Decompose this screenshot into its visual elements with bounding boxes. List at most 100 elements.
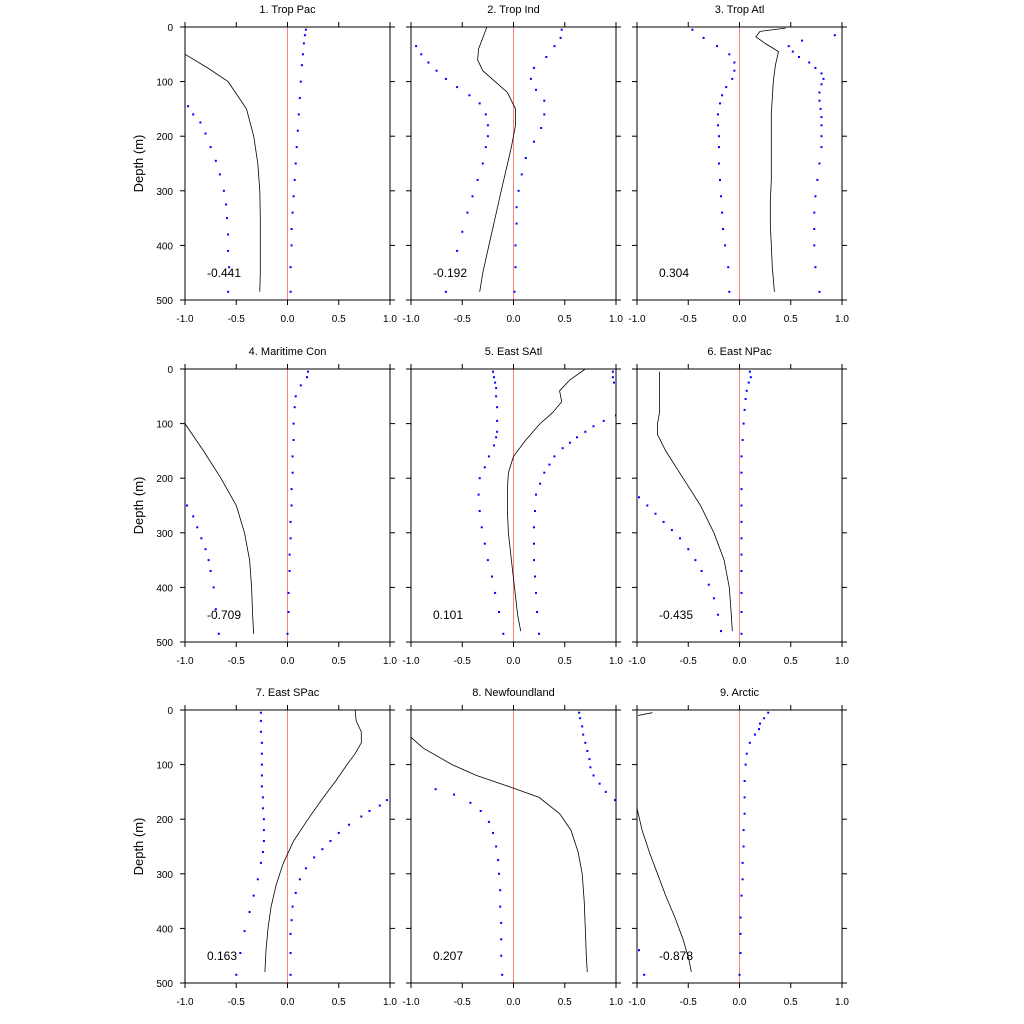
chart-5-dot-s2-4 [495, 387, 498, 390]
chart-4-xtick-label-0: -1.0 [176, 656, 194, 667]
chart-1-ytick-label-3: 300 [156, 187, 173, 198]
chart-7-dot-s2-15 [259, 861, 262, 864]
chart-6-dot-s2-7 [687, 548, 690, 551]
chart-7-dot-s2-5 [260, 752, 263, 755]
chart-3-dot-s4-2 [702, 36, 705, 39]
chart-8-xtick-label-4: 1.0 [609, 997, 623, 1008]
chart-3-line-1 [755, 27, 786, 292]
chart-6-dot-s3-18 [740, 611, 743, 613]
chart-3-dot-s3-6 [820, 135, 823, 138]
chart-2-dot-s2-12 [484, 146, 487, 149]
chart-5-dot-s3-8 [576, 436, 578, 439]
chart-5-dot-s3-17 [533, 526, 535, 529]
chart-3-dot-s3-15 [818, 290, 821, 293]
chart-8-dot-s3-10 [598, 782, 601, 785]
chart-7-dot-s2-4 [260, 741, 263, 744]
chart-5-dot-s3-2 [611, 376, 614, 379]
chart-4-dot-s3-9 [291, 471, 294, 474]
chart-3-panel: 3. Trop Atl -1.0 -0.5 0.0 0.5 1.0 0.304 [628, 4, 849, 325]
chart-6-line-1 [657, 371, 733, 632]
chart-6-dot-s3-12 [740, 504, 743, 507]
chart-8-dot-s2-10 [499, 889, 502, 892]
chart-5-dot-s2-21 [498, 611, 501, 613]
chart-2-dot-s2-15 [471, 195, 474, 198]
chart-9-xtick-label-2: 0.0 [733, 997, 747, 1008]
chart-7-dot-s3-10 [304, 867, 307, 870]
chart-2-dot-s2-14 [476, 178, 479, 181]
chart-9-line-2 [637, 808, 692, 973]
chart-1-dot-s3-3 [302, 42, 305, 45]
chart-8-dot-s2-7 [495, 845, 498, 848]
chart-7-dot-s2-9 [261, 796, 264, 799]
chart-7-dot-s3-13 [291, 905, 294, 908]
chart-9-dot-s4-10 [743, 796, 746, 799]
chart-1-ytick-label-2: 200 [156, 132, 173, 143]
chart-1-ytick-label-5: 500 [156, 296, 173, 307]
chart-9-dot-s4-18 [739, 932, 742, 935]
chart-5-dot-s3-22 [536, 611, 539, 613]
chart-8-dot-s2-5 [487, 820, 490, 823]
chart-4-dot-s3-11 [290, 504, 293, 507]
chart-8-dot-s3-7 [588, 758, 591, 761]
chart-9-title: 9. Arctic [720, 687, 760, 699]
chart-3-dot-s4-4 [728, 53, 731, 56]
chart-1-dot-s3-10 [295, 146, 298, 149]
chart-7-dot-s2-10 [261, 807, 264, 810]
chart-5-xtick-label-3: 0.5 [558, 656, 572, 667]
chart-3-dot-s2-5 [798, 56, 800, 58]
chart-2-dot-s3-3 [553, 45, 556, 48]
chart-3-dot-s3-12 [813, 228, 816, 230]
chart-2-xtick-label-3: 0.5 [558, 314, 572, 325]
chart-3-dot-s2-10 [820, 83, 823, 86]
chart-6-xtick-label-3: 0.5 [784, 656, 798, 667]
chart-2-dot-s2-11 [486, 135, 489, 138]
chart-9-dot-s4-1 [767, 711, 770, 714]
chart-5-dot-s2-9 [495, 436, 498, 439]
chart-6-dot-s3-11 [740, 488, 743, 491]
chart-8-series-group [411, 711, 616, 976]
chart-6-dot-s3-5 [744, 398, 747, 400]
chart-7-dot-s3-4 [360, 815, 363, 818]
chart-2-dot-s2-16 [466, 211, 469, 214]
chart-8-dot-s2-8 [497, 859, 500, 862]
chart-4-dot-s3-10 [290, 488, 293, 491]
chart-4-ytick-label-2: 200 [156, 474, 173, 485]
chart-5-dot-s3-12 [548, 463, 551, 466]
chart-2-dot-s3-17 [514, 244, 517, 247]
chart-4-dot-s2-7 [209, 570, 212, 572]
chart-4-xtick-label-1: -0.5 [228, 656, 246, 667]
chart-7-dot-s3-14 [290, 919, 293, 922]
chart-5-dot-s2-1 [492, 370, 494, 373]
chart-6-dot-s3-8 [741, 439, 744, 441]
chart-1-dot-s3-8 [297, 113, 300, 116]
chart-5-line-1 [506, 369, 586, 632]
chart-2-dot-s2-8 [478, 102, 481, 105]
chart-6-dot-s3-10 [740, 471, 743, 474]
chart-9-dot-s4-14 [741, 861, 744, 864]
chart-7-dot-s3-12 [294, 891, 297, 894]
chart-1-ytick-label-1: 100 [156, 78, 173, 89]
chart-2-dot-s2-1 [415, 45, 418, 48]
chart-6-dot-s3-2 [749, 376, 752, 379]
chart-3-xtick-label-2: 0.0 [733, 314, 747, 325]
chart-6-dot-s3-17 [740, 591, 743, 594]
chart-1-dot-s2-5 [209, 146, 212, 149]
chart-2-panel: 2. Trop Ind -1.0 -0.5 0.0 0.5 1.0 -0.192 [402, 4, 623, 325]
chart-7-dot-s2-1 [259, 711, 262, 714]
chart-1-xtick-label-3: 0.5 [332, 314, 346, 325]
chart-4-series-group [185, 370, 309, 635]
chart-6-xtick-label-0: -1.0 [628, 656, 646, 667]
chart-8-title: 8. Newfoundland [472, 687, 555, 699]
chart-8-dot-s3-3 [581, 725, 584, 728]
chart-1-panel: 1. Trop Pac -1.0 -0.5 0.0 0.5 1.0 0 100 200 300 40… [131, 4, 397, 325]
chart-5-dot-s2-13 [478, 477, 481, 480]
chart-8-xtick-label-1: -0.5 [454, 997, 472, 1008]
chart-7-ytick-label-5: 500 [156, 979, 173, 990]
chart-4-dot-s3-13 [289, 537, 292, 540]
chart-7-dot-s3-9 [313, 856, 316, 859]
chart-4-dot-s3-4 [294, 395, 297, 398]
chart-2-dot-s2-9 [484, 113, 487, 116]
chart-2-xtick-label-1: -0.5 [454, 314, 472, 325]
chart-5-dot-s3-13 [543, 471, 546, 474]
chart-2-dot-s2-17 [461, 230, 464, 233]
